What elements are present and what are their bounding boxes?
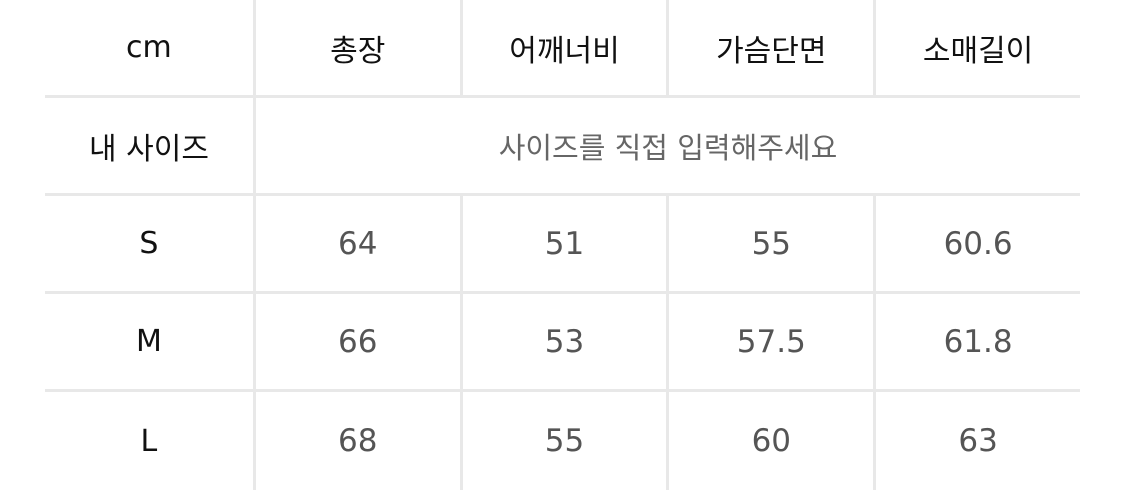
value-cell: 60 [666,392,873,490]
header-unit: cm [126,30,172,65]
size-table: cm 총장 어깨너비 가슴단면 소매길이 내 사이즈 사이즈를 직접 입력해주세… [45,0,1080,490]
header-total-length: 총장 [252,0,460,95]
size-label: S [139,226,159,261]
value-cell: 60.6 [873,196,1080,291]
my-size-input[interactable]: 사이즈를 직접 입력해주세요 [253,98,1080,193]
value-cell: 53 [459,294,667,389]
header-shoulder-width: 어깨너비 [459,0,667,95]
value-cell: 55 [459,392,667,490]
size-label: M [135,324,162,359]
header-row: cm 총장 어깨너비 가슴단면 소매길이 [45,0,1080,98]
table-row: M 66 53 57.5 61.8 [45,294,1080,392]
table-row: S 64 51 55 60.6 [45,196,1080,294]
header-sleeve-length: 소매길이 [873,0,1080,95]
my-size-row: 내 사이즈 사이즈를 직접 입력해주세요 [45,98,1080,196]
value-cell: 51 [459,196,667,291]
value-cell: 63 [873,392,1080,490]
value-cell: 68 [252,392,460,490]
size-label: L [140,423,158,459]
value-cell: 61.8 [873,294,1080,389]
value-cell: 57.5 [666,294,873,389]
value-cell: 55 [666,196,873,291]
table-row: L 68 55 60 63 [45,392,1080,490]
value-cell: 64 [252,196,460,291]
header-chest-width: 가슴단면 [666,0,873,95]
my-size-label: 내 사이즈 [89,131,209,167]
value-cell: 66 [252,294,460,389]
